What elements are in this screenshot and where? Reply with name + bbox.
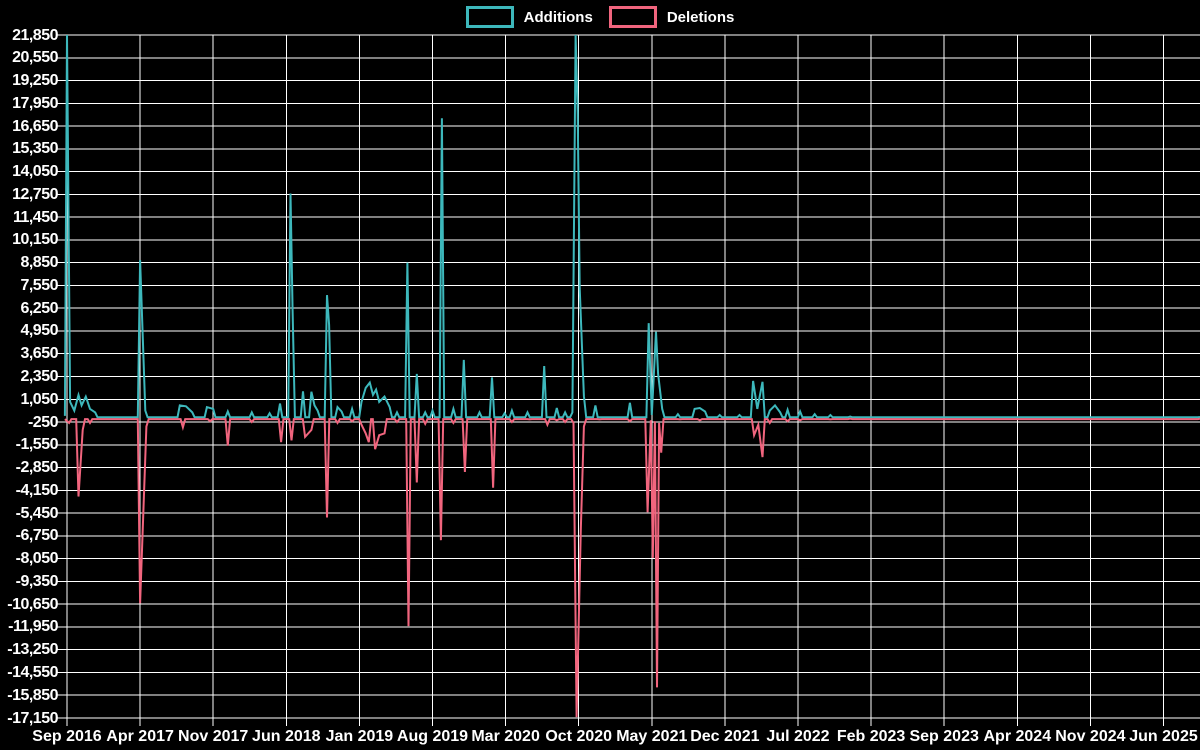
y-tick-label: -1,550 — [15, 436, 59, 454]
y-tick-label: 11,450 — [12, 208, 59, 226]
x-tick-label: Feb 2023 — [836, 728, 906, 745]
deletions-legend-label: Deletions — [666, 8, 735, 26]
deletions-line-series — [64, 417, 1200, 718]
legend-item-deletions[interactable]: Deletions — [608, 6, 735, 28]
x-tick-label: Jan 2019 — [325, 728, 394, 745]
y-tick-label: 3,650 — [20, 345, 58, 363]
y-tick-label: 4,950 — [20, 322, 58, 340]
y-tick-label: 16,650 — [12, 117, 58, 135]
x-tick-label: Jun 2025 — [1129, 728, 1198, 745]
y-tick-label: -4,150 — [15, 481, 59, 499]
y-tick-label: -11,950 — [8, 618, 58, 636]
y-tick-label: 10,150 — [12, 231, 58, 249]
x-tick-label: Mar 2020 — [471, 728, 540, 745]
y-tick-label: 7,550 — [20, 276, 58, 294]
x-tick-label: Aug 2019 — [396, 728, 469, 745]
x-tick-label: Jun 2018 — [252, 728, 321, 745]
y-tick-label: 15,350 — [12, 140, 58, 158]
y-tick-label: -10,650 — [7, 595, 58, 613]
y-tick-label: -9,350 — [15, 572, 59, 590]
additions-swatch-icon — [465, 6, 514, 28]
chart-legend: Additions Deletions — [0, 6, 1200, 28]
y-tick-label: 1,050 — [20, 390, 58, 408]
y-tick-label: 8,850 — [20, 254, 58, 272]
y-tick-label: -5,450 — [15, 504, 59, 522]
x-tick-label: Oct 2020 — [545, 728, 613, 745]
additions-legend-label: Additions — [523, 8, 593, 26]
legend-item-additions[interactable]: Additions — [465, 6, 593, 28]
y-tick-label: -14,550 — [7, 663, 58, 681]
y-tick-label: -15,850 — [7, 686, 58, 704]
x-tick-label: Nov 2024 — [1055, 728, 1126, 745]
x-tick-label: Nov 2017 — [178, 728, 249, 745]
x-tick-label: May 2021 — [616, 728, 688, 745]
y-tick-label: 21,850 — [12, 26, 58, 44]
y-tick-label: -2,850 — [15, 459, 59, 477]
y-tick-label: 19,250 — [12, 72, 58, 90]
additions-line-series — [63, 34, 1200, 419]
y-tick-label: 14,050 — [12, 163, 58, 181]
x-tick-label: Apr 2024 — [983, 728, 1052, 745]
y-tick-label: -8,050 — [15, 550, 59, 568]
y-tick-label: 6,250 — [20, 299, 58, 317]
x-tick-label: Jul 2022 — [766, 728, 830, 745]
y-tick-label: -17,150 — [7, 709, 58, 727]
y-tick-label: -6,750 — [15, 527, 59, 545]
y-tick-label: 2,350 — [20, 368, 58, 385]
y-tick-label: 20,550 — [12, 49, 58, 67]
x-tick-label: Sep 2023 — [909, 728, 979, 745]
x-tick-label: Apr 2017 — [106, 728, 174, 745]
x-tick-label: Dec 2021 — [690, 728, 760, 745]
x-tick-label: Sep 2016 — [32, 728, 102, 745]
y-tick-label: -13,250 — [7, 641, 58, 659]
y-tick-label: 17,950 — [12, 94, 58, 112]
y-tick-label: -250 — [27, 413, 59, 431]
y-tick-label: 12,750 — [12, 185, 58, 203]
deletions-swatch-icon — [608, 6, 657, 28]
